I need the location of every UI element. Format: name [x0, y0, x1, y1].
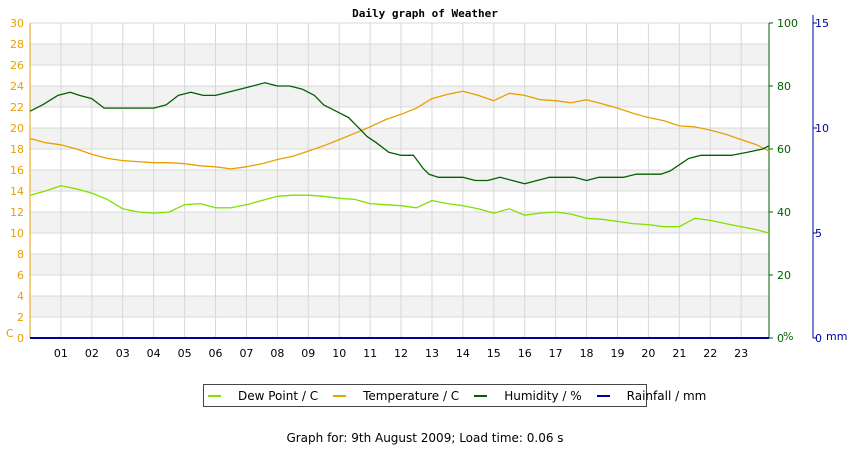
chart-title: Daily graph of Weather	[352, 7, 498, 20]
x-tick-label: 06	[209, 347, 223, 360]
legend-label: Rainfall / mm	[626, 388, 707, 403]
legend-item-rainfall: Rainfall / mm	[596, 388, 707, 403]
x-tick-label: 11	[363, 347, 377, 360]
right1-tick-label: 0	[777, 332, 784, 345]
x-tick-label: 21	[672, 347, 686, 360]
left-tick-label: 14	[10, 185, 24, 198]
legend-item-temperature: Temperature / C	[333, 389, 459, 403]
x-tick-label: 03	[116, 347, 130, 360]
x-tick-label: 10	[332, 347, 346, 360]
legend-item-humidity: Humidity / %	[474, 388, 582, 403]
plot-background-bands	[30, 23, 769, 338]
chart-legend: Dew Point / C Temperature / C Humidity /…	[203, 384, 706, 407]
right1-tick-label: 100	[777, 17, 798, 30]
x-tick-label: 04	[147, 347, 161, 360]
background-band	[30, 23, 769, 44]
left-tick-label: 16	[10, 164, 24, 177]
x-tick-label: 12	[394, 347, 408, 360]
background-band	[30, 149, 769, 170]
background-band	[30, 86, 769, 107]
x-tick-label: 14	[456, 347, 470, 360]
right2-axis-unit: mm	[826, 330, 847, 343]
legend-swatch	[208, 394, 221, 397]
right1-tick-label: 60	[777, 143, 791, 156]
x-tick-label: 01	[54, 347, 68, 360]
left-tick-label: 22	[10, 101, 24, 114]
background-band	[30, 44, 769, 65]
background-band	[30, 233, 769, 254]
legend-swatch	[474, 394, 488, 397]
series-line	[29, 185, 770, 234]
left-tick-label: 24	[10, 80, 24, 93]
legend-label: Humidity / %	[504, 388, 582, 403]
x-tick-label: 05	[178, 347, 192, 360]
left-tick-label: 10	[10, 227, 24, 240]
right2-tick-label: 10	[815, 122, 829, 135]
left-tick-label: 26	[10, 59, 24, 72]
series-lines	[29, 82, 770, 234]
x-tick-label: 15	[487, 347, 501, 360]
x-tick-label: 22	[703, 347, 717, 360]
left-tick-label: 30	[10, 17, 24, 30]
right1-tick-label: 40	[777, 206, 791, 219]
left-tick-label: 0	[17, 332, 24, 345]
background-band	[30, 254, 769, 275]
footer-text: Graph for: 9th August 2009; Load time: 0…	[286, 431, 564, 445]
legend-label: Temperature / C	[363, 388, 460, 403]
left-tick-label: 8	[17, 248, 24, 261]
background-band	[30, 191, 769, 212]
background-band	[30, 275, 769, 296]
right2-tick-label: 15	[815, 17, 829, 30]
right1-tick-label: 80	[777, 80, 791, 93]
legend-swatch	[596, 394, 610, 397]
background-band	[30, 212, 769, 233]
right2-tick-label: 5	[815, 227, 822, 240]
x-tick-label: 19	[610, 347, 624, 360]
left-tick-label: 4	[17, 290, 24, 303]
x-tick-label: 13	[425, 347, 439, 360]
x-tick-label: 02	[85, 347, 99, 360]
legend-label: Dew Point / C	[238, 388, 319, 403]
series-line	[29, 90, 770, 170]
background-band	[30, 296, 769, 317]
left-tick-label: 2	[17, 311, 24, 324]
background-band	[30, 107, 769, 128]
x-tick-label: 23	[734, 347, 748, 360]
legend-swatch	[333, 394, 347, 397]
x-tick-label: 18	[580, 347, 594, 360]
background-band	[30, 128, 769, 149]
left-tick-label: 18	[10, 143, 24, 156]
left-tick-label: 6	[17, 269, 24, 282]
x-tick-label: 08	[270, 347, 284, 360]
left-tick-label: 28	[10, 38, 24, 51]
x-tick-label: 20	[641, 347, 655, 360]
right1-tick-label: 20	[777, 269, 791, 282]
background-band	[30, 317, 769, 338]
x-tick-label: 09	[301, 347, 315, 360]
left-tick-label: 12	[10, 206, 24, 219]
series-line	[29, 82, 770, 185]
x-tick-label: 07	[239, 347, 253, 360]
legend-item-dew-point: Dew Point / C	[208, 389, 318, 403]
left-axis-unit: C	[6, 327, 14, 340]
right1-axis-unit: %	[783, 330, 793, 343]
background-band	[30, 170, 769, 191]
x-tick-label: 17	[549, 347, 563, 360]
weather-chart: Daily graph of Weather 02468101214161820…	[6, 7, 847, 360]
x-tick-label: 16	[518, 347, 532, 360]
background-band	[30, 65, 769, 86]
axes: 0246810121416182022242628300204060801000…	[10, 15, 829, 360]
right2-tick-label: 0	[815, 332, 822, 345]
grid-lines	[30, 22, 769, 339]
left-tick-label: 20	[10, 122, 24, 135]
